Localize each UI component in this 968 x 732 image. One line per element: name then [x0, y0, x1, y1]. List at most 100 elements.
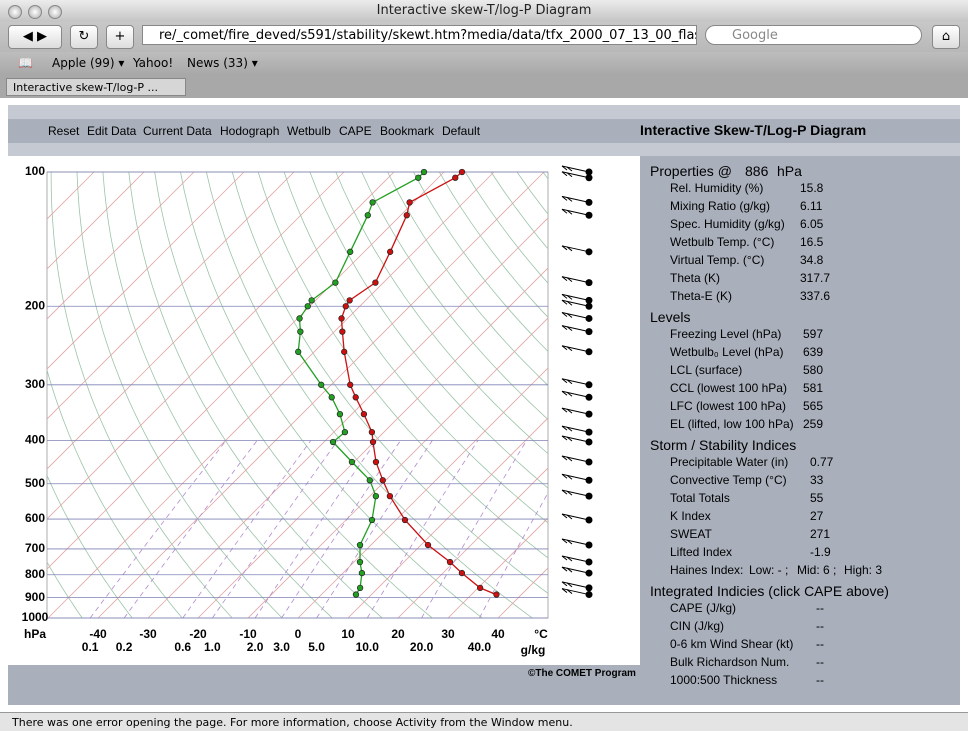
bookmark[interactable]: Yahoo!	[133, 56, 174, 70]
isotherm	[47, 172, 495, 618]
temperature-label: 40	[491, 627, 505, 641]
haines-index: Low: - ;	[749, 563, 789, 577]
panel-heading: Storm / Stability Indices	[650, 437, 797, 453]
reload[interactable]: ↻	[70, 25, 98, 49]
temperature-point	[346, 297, 353, 304]
wind-station	[585, 279, 593, 287]
dewpoint-point	[308, 297, 315, 304]
temperature-label: 0	[295, 627, 302, 641]
wind-barb	[561, 538, 590, 546]
temperature-point	[386, 492, 394, 500]
property-value: 597	[803, 327, 824, 341]
property-label: CCL (lowest 100 hPa)	[670, 381, 787, 395]
isotherm	[397, 467, 548, 618]
haines-index: High: 3	[844, 563, 883, 577]
property-label: LCL (surface)	[670, 363, 743, 377]
menu-item[interactable]: Hodograph	[220, 124, 280, 138]
wind-barb	[561, 425, 568, 431]
wind-barb	[561, 489, 568, 495]
menu-item[interactable]: Current Data	[143, 124, 212, 138]
pressure-label: 300	[25, 377, 45, 391]
menu-item[interactable]: Default	[442, 124, 481, 138]
temperature-point	[458, 168, 466, 176]
dewpoint-point	[415, 174, 422, 181]
url-field[interactable]: re/_comet/fire_deved/s591/stability/skew…	[142, 25, 697, 45]
wind-barb	[561, 195, 590, 203]
back-forward[interactable]: ◀ ▶	[8, 25, 62, 49]
wind-barb	[561, 513, 590, 521]
add-bookmark[interactable]: +	[106, 25, 134, 49]
wind-station	[585, 516, 593, 524]
property-value: -1.9	[810, 545, 831, 559]
wind-barb	[561, 165, 568, 171]
dewpoint-point	[372, 492, 380, 500]
property-value: 337.6	[800, 289, 831, 303]
wind-barb	[566, 408, 573, 414]
wind-barb	[566, 294, 573, 300]
property-value: 33	[810, 473, 824, 487]
selected-pressure: 886	[745, 163, 769, 179]
header-band	[8, 105, 960, 119]
dewpoint-point	[369, 199, 376, 206]
temperature-point	[406, 199, 413, 206]
wind-barb	[566, 391, 573, 397]
wind-station	[585, 174, 593, 182]
wind-barb	[561, 588, 568, 593]
wind-station	[585, 296, 593, 304]
isotherm	[47, 172, 345, 470]
bookmarks-icon[interactable]: 📖	[18, 56, 33, 70]
properties-panel	[640, 156, 960, 705]
mixing-ratio-label: 0.1	[82, 640, 99, 654]
wind-station	[585, 410, 593, 418]
wind-station	[585, 198, 593, 206]
search-field[interactable]: Google	[705, 25, 922, 45]
dry-adiabat	[206, 172, 533, 618]
menu-item[interactable]: Edit Data	[87, 124, 137, 138]
property-label: Wetbulb₀ Level (hPa)	[670, 345, 784, 359]
close-button[interactable]	[8, 5, 22, 19]
wind-barb	[561, 588, 590, 596]
wind-barb	[566, 556, 573, 562]
zoom-button[interactable]	[48, 5, 62, 19]
dewpoint-point	[295, 348, 302, 355]
dry-adiabat	[102, 172, 333, 618]
isotherm	[47, 172, 445, 570]
wind-barb	[566, 567, 573, 573]
property-label: Virtual Temp. (°C)	[670, 253, 765, 267]
isotherm	[47, 172, 195, 320]
bookmark-label: News (33)	[187, 56, 248, 70]
wind-barb	[561, 196, 568, 201]
wind-station	[585, 211, 593, 219]
menu-item[interactable]: Wetbulb	[287, 124, 331, 138]
wind-barb	[561, 555, 590, 563]
property-label: Total Totals	[670, 491, 730, 505]
wind-barb	[561, 455, 568, 461]
temperature-label: 10	[341, 627, 355, 641]
menu-item[interactable]: CAPE	[339, 124, 372, 138]
wind-barb	[561, 455, 590, 463]
pressure-label: 900	[25, 590, 45, 604]
tab[interactable]: Interactive skew-T/log-P ...	[6, 78, 186, 96]
property-label: Freezing Level (hPa)	[670, 327, 782, 341]
bookmark[interactable]: Apple (99) ▾	[52, 56, 125, 70]
dewpoint-point	[332, 279, 339, 286]
menu-item[interactable]: Bookmark	[380, 124, 435, 138]
mixing-ratio-label: 1.0	[204, 640, 221, 654]
app-title: Interactive Skew-T/Log-P Diagram	[640, 122, 867, 138]
bookmark[interactable]: News (33) ▾	[187, 56, 258, 70]
temperature-point	[476, 584, 484, 592]
temperature-point	[452, 174, 459, 181]
dry-adiabat	[413, 172, 548, 352]
minimize-button[interactable]	[28, 5, 42, 19]
temperature-label: 20	[391, 627, 405, 641]
property-value: 581	[803, 381, 824, 395]
menu-item[interactable]: Reset	[48, 124, 80, 138]
dewpoint-point	[352, 591, 360, 598]
home[interactable]: ⌂	[932, 25, 960, 49]
pressure-label: 600	[25, 511, 45, 525]
isotherm	[147, 217, 548, 618]
property-value: 259	[803, 417, 824, 431]
mixing-unit: g/kg	[521, 643, 546, 657]
wind-station	[585, 438, 593, 446]
property-label: Theta-E (K)	[670, 289, 733, 303]
